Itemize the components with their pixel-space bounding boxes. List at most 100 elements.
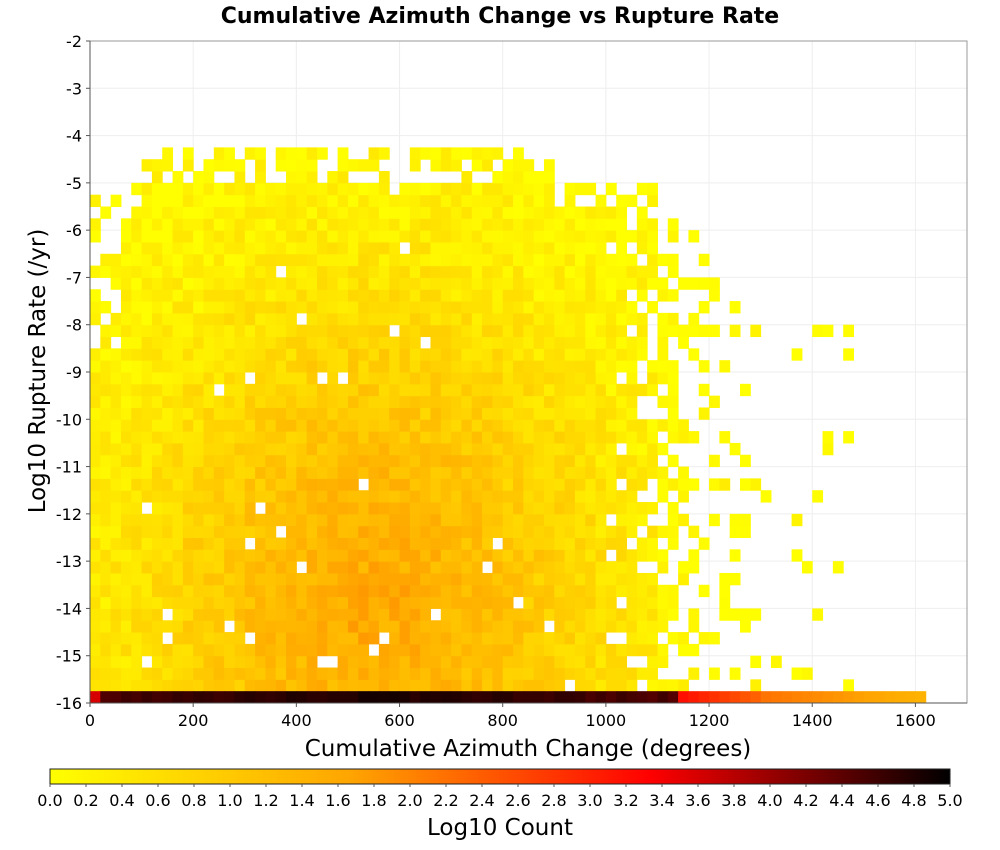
- heatmap-cell: [162, 643, 174, 657]
- heatmap-cell: [667, 419, 679, 432]
- heatmap-cell: [306, 442, 318, 456]
- heatmap-cell: [172, 312, 184, 326]
- heatmap-cell: [533, 336, 545, 349]
- heatmap-cell: [306, 194, 318, 207]
- heatmap-cell: [90, 478, 101, 491]
- heatmap-cell: [451, 572, 462, 586]
- heatmap-cell: [203, 360, 215, 373]
- heatmap-cell: [275, 289, 287, 302]
- heatmap-cell: [574, 241, 586, 255]
- heatmap-cell: [409, 289, 421, 302]
- heatmap-cell: [347, 206, 359, 219]
- heatmap-cell: [574, 360, 586, 373]
- heatmap-cell: [688, 525, 700, 538]
- heatmap-cell: [193, 253, 204, 267]
- heatmap-cell: [595, 502, 607, 515]
- heatmap-cell: [327, 360, 339, 373]
- heatmap-cell: [234, 348, 246, 361]
- heatmap-cell: [120, 230, 132, 243]
- heatmap-cell: [647, 419, 658, 432]
- heatmap-cell: [513, 490, 524, 503]
- heatmap-cell: [275, 454, 287, 468]
- heatmap-cell: [543, 596, 555, 609]
- heatmap-cell: [451, 525, 462, 538]
- heatmap-cell: [585, 431, 597, 444]
- heatmap-cell: [182, 691, 194, 703]
- heatmap-cell: [667, 265, 679, 278]
- heatmap-cell: [203, 407, 215, 420]
- heatmap-cell: [574, 537, 586, 550]
- heatmap-cell: [131, 360, 143, 373]
- heatmap-cell: [120, 655, 132, 669]
- heatmap-cell: [420, 301, 431, 314]
- heatmap-cell: [316, 431, 328, 444]
- heatmap-cell: [409, 478, 421, 491]
- heatmap-cell: [451, 407, 462, 420]
- heatmap-cell: [327, 490, 339, 503]
- heatmap-cell: [203, 194, 215, 207]
- heatmap-cell: [492, 372, 504, 385]
- heatmap-cell: [709, 277, 720, 290]
- heatmap-cell: [420, 466, 431, 479]
- heatmap-cell: [182, 301, 194, 314]
- heatmap-cell: [564, 549, 576, 562]
- heatmap-cell: [647, 442, 658, 456]
- heatmap-cell: [255, 206, 266, 219]
- colorbar-tick-label: 2.8: [541, 791, 566, 810]
- heatmap-cell: [523, 289, 535, 302]
- heatmap-cell: [296, 478, 308, 491]
- heatmap-cell: [141, 312, 153, 326]
- heatmap-cell: [151, 513, 163, 527]
- heatmap-cell: [770, 691, 782, 703]
- heatmap-cell: [471, 679, 483, 692]
- heatmap-cell: [347, 679, 359, 692]
- heatmap-cell: [657, 395, 669, 408]
- chart-title: Cumulative Azimuth Change vs Rupture Rat…: [221, 4, 779, 29]
- heatmap-cell: [471, 395, 483, 408]
- heatmap-cell: [182, 679, 194, 692]
- heatmap-cell: [255, 525, 266, 538]
- x-tick-label: 600: [384, 711, 415, 730]
- heatmap-cell: [306, 301, 318, 314]
- heatmap-cell: [120, 466, 132, 479]
- heatmap-cell: [90, 596, 101, 609]
- heatmap-cell: [420, 525, 431, 538]
- heatmap-cell: [255, 336, 266, 349]
- heatmap-cell: [574, 572, 586, 586]
- colorbar-tick-label: 3.4: [649, 791, 674, 810]
- heatmap-cell: [832, 691, 844, 703]
- heatmap-cell: [389, 596, 401, 609]
- heatmap-cell: [100, 502, 112, 515]
- heatmap-cell: [347, 596, 359, 609]
- heatmap-cell: [265, 466, 277, 479]
- heatmap-cell: [368, 466, 380, 479]
- heatmap-cell: [90, 525, 101, 538]
- heatmap-cell: [286, 431, 297, 444]
- heatmap-cell: [265, 679, 277, 692]
- heatmap-cell: [533, 466, 545, 479]
- y-tick-label: -15: [56, 647, 82, 666]
- heatmap-cell: [378, 608, 390, 621]
- heatmap-cell: [430, 466, 442, 479]
- heatmap-cell: [420, 584, 431, 598]
- heatmap-cell: [234, 301, 246, 314]
- heatmap-cell: [409, 301, 421, 314]
- heatmap-cell: [574, 395, 586, 408]
- heatmap-cell: [533, 655, 545, 669]
- heatmap-cell: [327, 336, 339, 349]
- heatmap-cell: [90, 620, 101, 633]
- heatmap-cell: [378, 230, 390, 243]
- heatmap-cell: [482, 620, 493, 633]
- heatmap-cell: [389, 561, 401, 574]
- heatmap-cell: [523, 277, 535, 290]
- heatmap-cell: [234, 182, 246, 196]
- heatmap-cell: [595, 407, 607, 420]
- heatmap-cell: [203, 218, 215, 231]
- heatmap-cell: [523, 159, 535, 172]
- heatmap-cell: [224, 561, 235, 574]
- colorbar-tick-label: 1.8: [361, 791, 386, 810]
- heatmap-cell: [337, 549, 349, 562]
- heatmap-cell: [100, 395, 112, 408]
- heatmap-cell: [626, 620, 638, 633]
- heatmap-cell: [131, 442, 143, 456]
